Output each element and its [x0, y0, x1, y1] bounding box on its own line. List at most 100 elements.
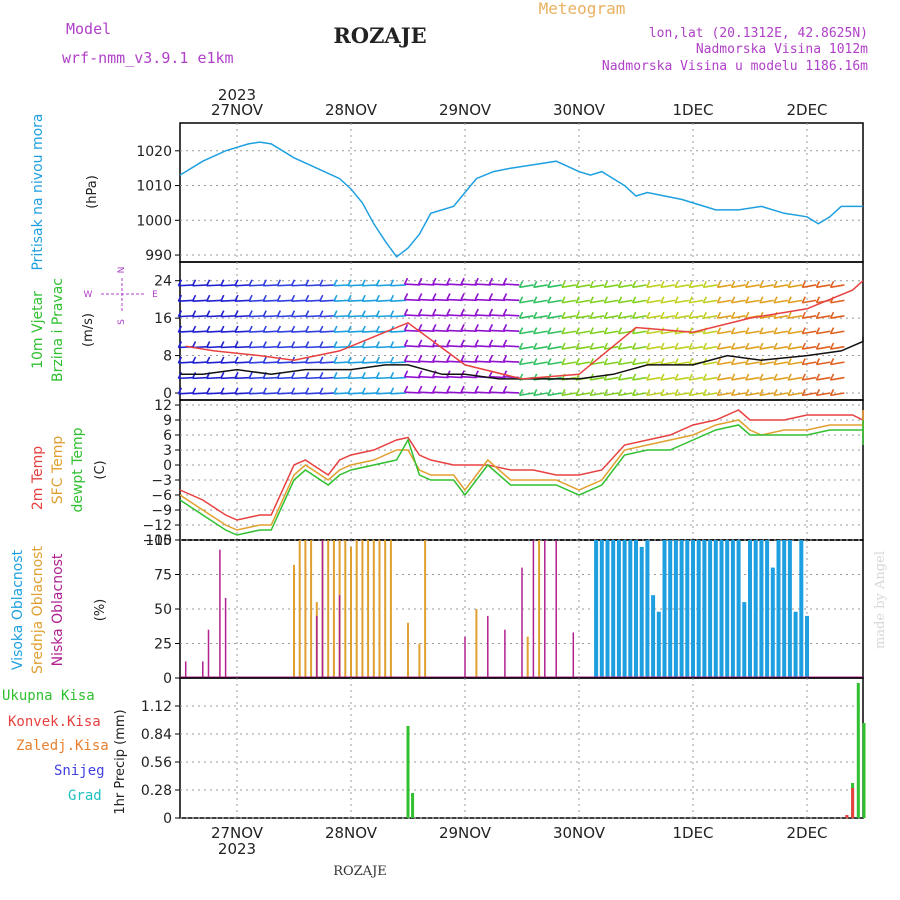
wind-barb-flag: [262, 310, 267, 317]
wind-barb-flag: [347, 325, 352, 333]
wind-barb: [178, 330, 195, 333]
wind-barb: [446, 298, 463, 302]
wind-barb-flag: [561, 311, 566, 319]
wind-barb-flag: [532, 311, 538, 319]
cloud-bar-0: [696, 540, 701, 678]
wind-barb-flag: [502, 354, 508, 362]
wind-barb-flag: [829, 373, 835, 381]
wind-barb: [206, 361, 223, 364]
wind-barb-flag: [177, 372, 183, 379]
precip-bar-0: [406, 726, 410, 818]
wind-barb-flag: [248, 387, 253, 395]
wind-barb-flag: [220, 387, 225, 395]
wind-barb: [461, 391, 477, 394]
wind-barb-flag: [474, 324, 479, 331]
wind-barb-flag: [773, 327, 778, 334]
cloud-bar-0: [594, 540, 599, 678]
wind-barb: [390, 314, 407, 318]
wind-barb: [590, 330, 605, 335]
wind-barb: [830, 284, 845, 289]
wind-barb: [646, 284, 661, 289]
wind-barb: [787, 392, 803, 397]
wind-barb: [404, 283, 421, 286]
wind-barb-flag: [815, 311, 821, 319]
wind-barb: [220, 392, 237, 395]
wind-barb-flag: [234, 325, 239, 333]
wind-barb: [547, 345, 562, 350]
wind-barb: [547, 361, 562, 366]
wind-barb-flag: [745, 373, 750, 381]
day-label-bottom: 1DEC: [672, 824, 713, 842]
wind-barb-flag: [474, 308, 479, 316]
wind-barb-flag: [547, 280, 552, 288]
wind-barb-flag: [660, 373, 665, 381]
wind-barb-flag: [561, 280, 566, 288]
wind-barb: [731, 330, 746, 335]
wind-barb: [745, 284, 760, 289]
wind-barb: [646, 315, 661, 319]
wind-barb-flag: [730, 311, 736, 319]
cloud-bar-2: [207, 629, 210, 678]
cloud-bar-0: [793, 611, 798, 678]
wind-barb: [489, 329, 506, 333]
wind-barb: [347, 314, 364, 318]
panels: 990100010101020081624129630−3−6−9−12−150…: [136, 122, 866, 827]
wind-barb: [446, 375, 463, 379]
wind-barb: [333, 284, 350, 287]
wind-barb-flag: [347, 356, 352, 364]
wind-barb: [291, 284, 308, 287]
wind-barb-flag: [205, 279, 211, 287]
wind-barb: [305, 299, 322, 302]
wind-barb: [489, 375, 506, 379]
chart-title: ROZAJE: [333, 23, 426, 48]
wind-barb-flag: [389, 310, 395, 317]
wind-barb-flag: [389, 294, 395, 302]
wind-ytick-label: 8: [163, 349, 172, 365]
wind-barb: [674, 315, 690, 319]
wind-barb-flag: [575, 342, 580, 350]
wind-barb: [277, 376, 294, 380]
wind-barb: [220, 376, 237, 380]
wind-barbs: [177, 277, 845, 397]
wind-barb: [234, 284, 251, 287]
wind-barb-flag: [205, 341, 211, 348]
wind-barb: [632, 345, 647, 350]
wind-barb: [519, 361, 534, 366]
wind-barb-flag: [177, 341, 183, 348]
wind-barb: [632, 315, 647, 319]
wind-barb: [533, 392, 548, 397]
wind-barb: [519, 345, 534, 350]
wind-barb-flag: [716, 280, 722, 288]
wind-barb-flag: [773, 342, 778, 350]
wind-barb-flag: [248, 279, 253, 287]
wind-barb: [347, 299, 364, 302]
wind-barb-flag: [191, 356, 197, 364]
wind-barb-flag: [547, 342, 552, 350]
wind-barb-flag: [290, 279, 296, 287]
wind-ytick-label: 16: [154, 311, 172, 327]
temp-line-0: [179, 409, 864, 521]
wind-speed-line: [180, 336, 864, 380]
temperature-ytick-label: 9: [163, 413, 172, 429]
wind-barb-flag: [417, 277, 423, 285]
lonlat-label: lon,lat (20.1312E, 42.8625N): [649, 26, 868, 41]
wind-barb: [319, 299, 336, 302]
wind-barb: [618, 361, 633, 366]
wind-barb: [220, 345, 237, 349]
wind-barb-flag: [518, 311, 524, 319]
pressure-ytick-label: 1000: [136, 213, 172, 229]
wind-barb-flag: [702, 296, 708, 304]
wind-barb-flag: [773, 358, 778, 365]
wind-barb: [689, 284, 704, 289]
wind-barb: [717, 299, 732, 304]
wind-barb: [533, 284, 548, 289]
wind-barb: [660, 345, 675, 350]
wind-barb: [263, 284, 279, 287]
wind-barb: [703, 345, 718, 350]
wind-barb-flag: [759, 389, 764, 396]
wind-barb: [632, 376, 647, 381]
day-label-bottom: 29NOV: [439, 824, 492, 842]
wind-barb: [773, 284, 788, 289]
wind-barb-flag: [575, 311, 580, 319]
wind-barb-flag: [488, 339, 494, 347]
